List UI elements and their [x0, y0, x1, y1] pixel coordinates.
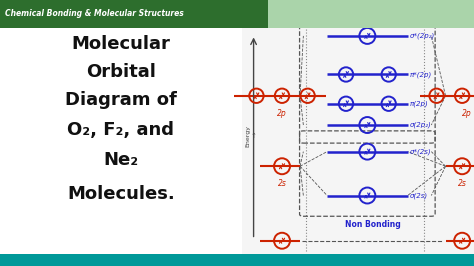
- Text: Molecules.: Molecules.: [67, 185, 175, 203]
- Text: Orbital: Orbital: [86, 63, 156, 81]
- Text: 1s: 1s: [278, 253, 286, 263]
- Text: Diagram of: Diagram of: [65, 91, 177, 109]
- Text: 1s: 1s: [458, 253, 466, 263]
- Text: Molecular Orbital: Molecular Orbital: [340, 256, 394, 261]
- Text: σ(2s): σ(2s): [410, 192, 428, 199]
- Text: O₂, F₂, and: O₂, F₂, and: [67, 121, 174, 139]
- Text: Ne₂: Ne₂: [103, 151, 138, 169]
- FancyBboxPatch shape: [268, 0, 474, 28]
- Text: π(2p): π(2p): [410, 101, 429, 107]
- Text: Atomic Orbital: Atomic Orbital: [259, 256, 305, 261]
- Text: π*(2p): π*(2p): [410, 71, 432, 78]
- Text: Non Bonding: Non Bonding: [345, 220, 401, 229]
- FancyBboxPatch shape: [242, 28, 474, 254]
- Text: Chemical Bonding & Molecular Structures: Chemical Bonding & Molecular Structures: [5, 9, 183, 18]
- Text: 2s: 2s: [278, 179, 286, 188]
- Text: σ*(2s): σ*(2s): [410, 148, 432, 155]
- Text: σ*(2p₂): σ*(2p₂): [410, 33, 435, 39]
- Text: 2p: 2p: [277, 109, 287, 118]
- Text: Energy: Energy: [246, 125, 250, 147]
- Text: Atomic Orbital: Atomic Orbital: [439, 256, 474, 261]
- Text: 2p: 2p: [463, 109, 472, 118]
- Text: Molecular: Molecular: [72, 35, 170, 53]
- FancyBboxPatch shape: [0, 0, 268, 28]
- Text: 2s: 2s: [458, 179, 466, 188]
- FancyBboxPatch shape: [0, 254, 474, 266]
- Text: ↑: ↑: [250, 133, 256, 139]
- Text: σ(2p₂): σ(2p₂): [410, 122, 432, 128]
